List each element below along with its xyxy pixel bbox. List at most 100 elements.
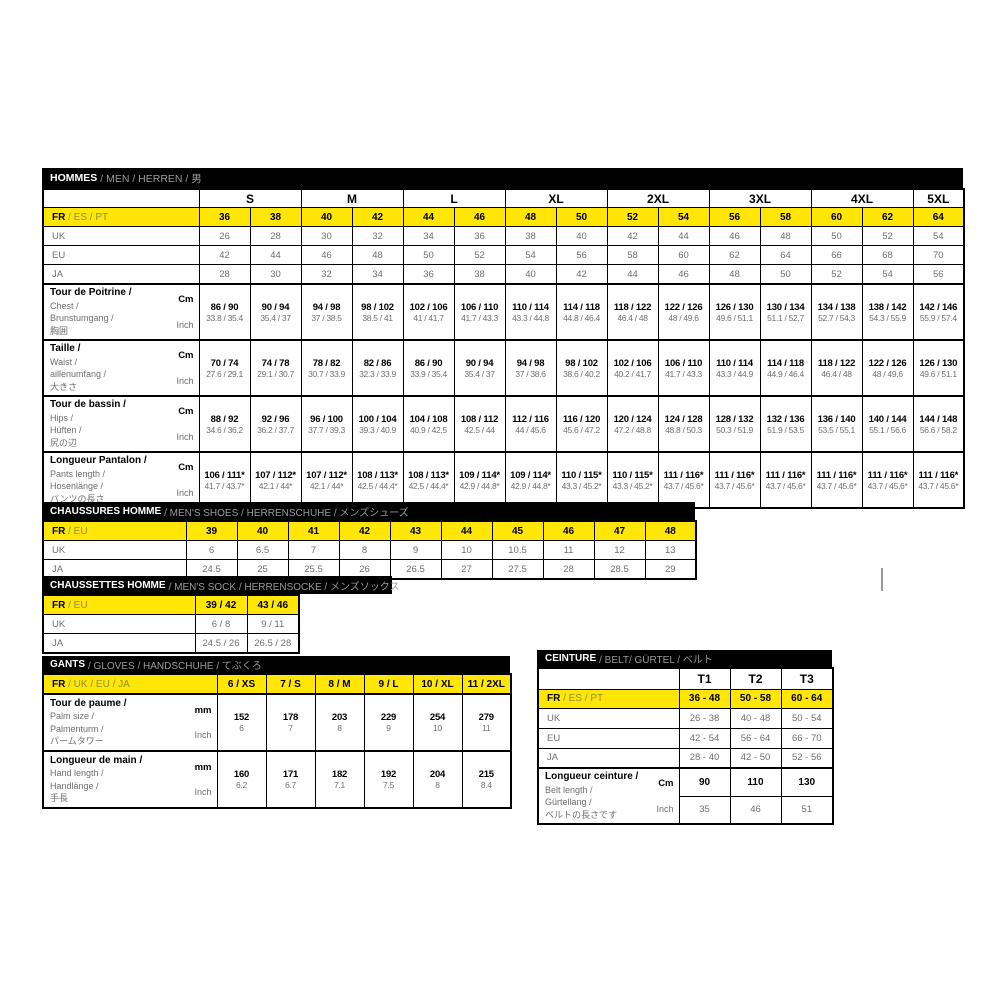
metric-value: 82 / 86 [363,357,392,369]
measurement-units: mm Inch [194,698,213,748]
measurement-value-stack: 94 / 98 37 / 38.5 [302,302,351,323]
inch-value: 46.4 / 48 [821,368,852,379]
inch-value: 50.3 / 51.9 [716,424,753,435]
measurement-label-lines: Longueur de main / Hand length / Handlänge… [50,755,142,805]
measurement-label-primary: Longueur ceinture / [545,771,639,782]
size-value-cell: 36 - 48 [678,688,731,709]
size-system-label-primary: FR [52,525,66,537]
conversion-value-cell: 64 [759,245,812,265]
region-label: JA [537,747,680,769]
inch-value: 35.4 / 37 [260,312,291,323]
measurement-label-lines: Tour de bassin / Hips / Hüften / 尻の辺 [50,399,126,449]
measurement-value-stack: 124 / 128 48.8 / 50.3 [659,414,708,435]
metric-value: 112 / 116 [512,413,549,425]
men-table-title-bar: HOMMES / MEN / HERREN / 男 [42,168,963,188]
measurement-value-stack: 178 7 [267,712,314,733]
belt-length-inch-row: 35 46 51 [538,795,834,825]
size-group-cell: M [300,188,404,208]
inch-value: 41.7 / 43.3 [665,368,702,379]
size-system-label: FR / ES / PT [42,207,200,227]
measurement-label-lines: Taille / Waist / aillenumfang / 大きさ [50,343,106,393]
measurement-label-primary: Tour de paume / [50,697,127,709]
metric-value: 94 / 98 [516,357,545,369]
conversion-value-cell: 66 [810,245,863,265]
inch-value: 40.9 / 42.5 [410,424,447,435]
measurement-block-row: Tour de paume / Palm size / Palmenturm / パー… [42,693,512,752]
measurement-value-cell: 116 / 120 45.6 / 47.2 [555,395,608,453]
measurement-label-secondary: Handlänge / [50,780,99,791]
measurement-value-stack: 111 / 116* 43.7 / 45.6* [812,470,861,491]
metric-value: 114 / 118 [563,301,600,313]
unit-bottom-label: Inch [176,375,194,386]
measurement-value-stack: 102 / 106 41 / 41.7 [404,301,453,323]
inch-value: 8 [337,723,342,733]
metric-value: 102 / 106 [409,301,448,313]
inch-value: 27.6 / 29.1 [206,368,243,379]
size-value-cell: 52 [606,207,659,227]
metric-value: 86 / 90 [210,301,239,313]
measurement-label-secondary: パームタワー [50,736,104,746]
measurement-value-stack: 70 / 74 27.6 / 29.1 [200,358,249,379]
gloves-table-title-bar: GANTS / GLOVES / HANDSCHUHE / てぶくろ [42,656,510,673]
metric-value: 108 / 112 [460,413,499,425]
size-value-cell: 58 [759,207,812,227]
measurement-value-cell: 124 / 128 48.8 / 50.3 [657,395,710,453]
belt-table-title: CEINTURE [545,653,597,664]
men-table-title-translations: / MEN / HERREN / 男 [100,172,202,185]
measurement-value-stack: 111 / 116* 43.7 / 45.6* [659,470,708,491]
size-value-cell: 62 [861,207,914,227]
inch-value: 36.2 / 37.7 [257,424,294,435]
measurement-label-secondary: ベルトの長さです [545,809,618,820]
metric-value: 111 / 116* [714,469,755,481]
measurement-value-cell: 78 / 82 30.7 / 33.9 [300,339,353,397]
measurement-block-row: Tour de Poitrine / Chest / Brunstumgang / 胸… [42,283,965,341]
conversion-value-cell: 6.5 [236,540,289,560]
measurement-value-stack: 138 / 142 54.3 / 55.9 [863,302,912,323]
measurement-value-stack: 94 / 98 37 / 38.6 [506,357,555,379]
inch-value: 29.1 / 30.7 [257,368,294,379]
measurement-label-secondary: Chest / [50,300,79,311]
inch-value: 51.1 / 52.7 [767,312,804,323]
measurement-value-stack: 110 / 115* 43.3 / 45.2* [557,470,606,491]
measurement-value-stack: 100 / 104 39.3 / 40.9 [353,414,402,435]
men-table-title: HOMMES [50,172,98,184]
inch-value: 54.3 / 55.9 [869,312,906,323]
metric-value: 109 / 114* [510,469,551,481]
measurement-value-cell: 171 6.7 [265,750,316,809]
metric-value: 142 / 146 [919,301,958,313]
measurement-value-cell: 70 / 74 27.6 / 29.1 [198,339,251,397]
size-value-cell: 44 [440,520,493,541]
size-system-label-secondary: / EU [65,599,88,611]
metric-value: 130 [780,767,834,797]
measurement-label-secondary: Belt length / [545,784,593,795]
conversion-value-cell: 11 [542,540,595,560]
size-value-cell: 8 / M [314,673,365,695]
inch-value: 43.7 / 45.6* [663,480,704,491]
conversion-value-cell: 10 [440,540,493,560]
region-label: JA [42,264,200,285]
conversion-value-cell: 36 [402,264,455,285]
gloves-table-title-translations: / GLOVES / HANDSCHUHE / てぶくろ [88,661,262,672]
conversion-value-cell: 52 [453,245,506,265]
metric-value: 88 / 92 [210,413,239,425]
measurement-value-cell: 203 8 [314,693,365,752]
measurement-label-secondary: パンツの長さ [50,493,105,504]
measurement-units: Cm Inch [656,771,675,821]
size-system-label-secondary: / ES / PT [65,211,109,223]
measurement-value-stack: 122 / 126 48 / 49.6 [659,302,708,323]
measurement-label-lines: Tour de Poitrine / Chest / Brunstumgang / 胸… [50,287,131,337]
size-group-cell: XL [504,188,608,208]
measurement-value-cell: 106 / 111* 41.7 / 43.7* [198,451,251,509]
measurement-label-cell: Longueur de main / Hand length / Handlänge… [42,750,218,809]
region-label: JA [42,633,196,654]
measurement-value-cell: 178 7 [265,693,316,752]
conversion-value-cell: 27.5 [491,559,544,580]
inch-value: 48 / 49.6 [872,368,903,379]
gloves-table-title: GANTS [50,659,85,670]
inch-value: 42.5 / 44.4* [357,480,398,491]
conversion-value-cell: 66 - 70 [780,727,834,749]
conversion-value-cell: 52 [810,264,863,285]
metric-value: 110 / 114 [716,357,753,369]
belt-table-title-translations: / BELT/ GÜRTEL / ベルト [599,655,713,666]
metric-value: 92 / 96 [261,413,290,425]
